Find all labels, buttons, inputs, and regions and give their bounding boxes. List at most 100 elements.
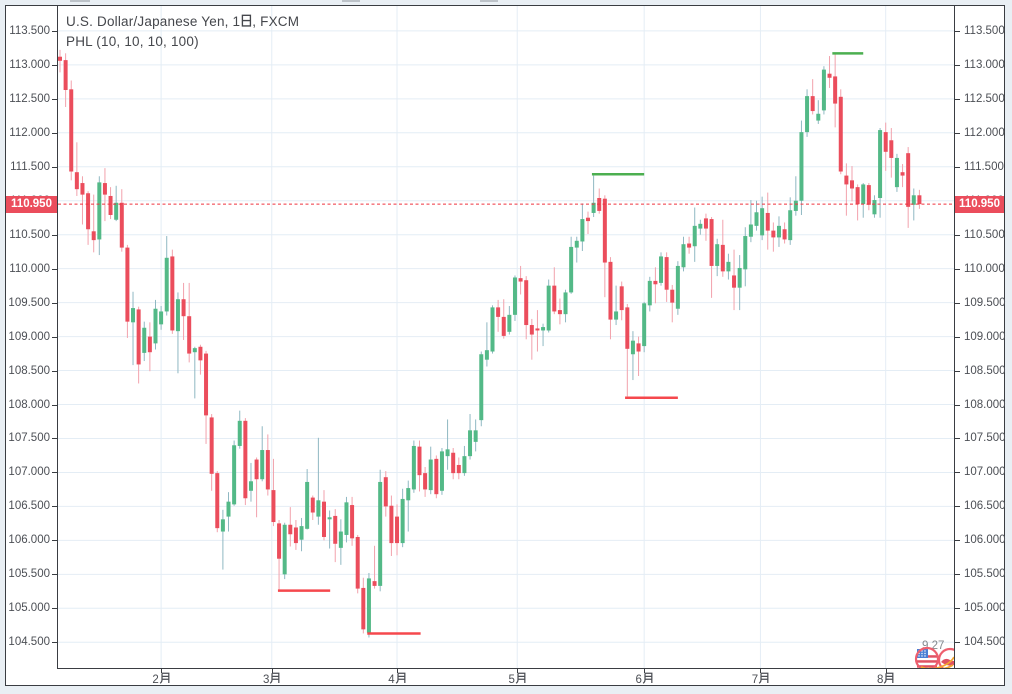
kanji-month-glyph — [395, 672, 406, 684]
kanji-month-glyph — [515, 672, 526, 684]
y-axis-label: 105.500 — [8, 568, 50, 581]
x-axis-label: 7 — [740, 672, 780, 686]
y-axis-label: 106.000 — [8, 534, 50, 547]
y-axis-tick — [955, 336, 960, 338]
time-axis-line — [57, 668, 1004, 669]
y-axis-tick — [955, 166, 960, 168]
y-axis-tick — [52, 234, 57, 236]
y-axis-tick — [955, 268, 960, 270]
y-axis-tick — [955, 132, 960, 134]
y-axis-label: 113.000 — [964, 58, 1005, 71]
y-axis-label: 111.500 — [964, 160, 1004, 173]
candlestick-chart[interactable] — [58, 6, 954, 668]
y-axis-label: 112.500 — [964, 92, 1005, 105]
y-axis-tick — [52, 166, 57, 168]
y-axis-tick — [52, 30, 57, 32]
y-axis-tick — [52, 64, 57, 66]
y-axis-tick — [955, 370, 960, 372]
y-axis-tick — [955, 472, 960, 474]
y-axis-label: 113.500 — [9, 24, 50, 37]
x-axis-tick — [517, 668, 519, 673]
y-axis-label: 105.000 — [964, 602, 1006, 615]
y-axis-tick — [52, 608, 57, 610]
y-axis-tick — [955, 302, 960, 304]
y-axis-label: 110.500 — [9, 228, 50, 241]
y-axis-tick — [52, 506, 57, 508]
y-axis-tick — [955, 608, 960, 610]
y-axis-label: 106.500 — [8, 500, 50, 513]
y-axis-tick — [52, 438, 57, 440]
indicator-label: PHL (10, 10, 10, 100) — [66, 34, 199, 49]
chart-title: U.S. Dollar/Japanese Yen, 1, FXCM — [66, 14, 300, 29]
y-axis-tick — [52, 574, 57, 576]
right-price-axis-line — [954, 6, 955, 668]
x-axis-label: 6 — [624, 672, 664, 686]
x-axis-label: 3 — [252, 672, 292, 686]
y-axis-label: 107.000 — [964, 466, 1006, 479]
chart-panel — [5, 5, 1005, 686]
x-axis-tick — [397, 668, 399, 673]
y-axis-tick — [52, 642, 57, 644]
x-axis-label: 5 — [497, 672, 537, 686]
y-axis-label: 109.500 — [8, 296, 50, 309]
y-axis-tick — [52, 268, 57, 270]
current-price-label-right: 110.950 — [955, 196, 1004, 213]
swoosh-icon — [920, 656, 954, 668]
y-axis-label: 108.000 — [964, 398, 1006, 411]
current-price-label-left: 110.950 — [6, 196, 57, 213]
y-axis-tick — [52, 302, 57, 304]
y-axis-tick — [52, 472, 57, 474]
x-axis-label: 8 — [866, 672, 906, 686]
y-axis-label: 111.500 — [10, 160, 50, 173]
cropped-text-artifact — [342, 0, 360, 2]
y-axis-label: 107.500 — [964, 432, 1006, 445]
y-axis-label: 112.000 — [964, 126, 1005, 139]
candles — [58, 49, 922, 638]
y-axis-tick — [52, 98, 57, 100]
y-axis-tick — [955, 574, 960, 576]
y-axis-label: 106.500 — [964, 500, 1006, 513]
usa-flag-icon — [914, 646, 940, 668]
kanji-month-glyph — [270, 672, 280, 684]
y-axis-tick — [52, 540, 57, 542]
y-axis-label: 108.000 — [8, 398, 50, 411]
japan-flag-icon — [937, 647, 954, 668]
y-axis-label: 109.000 — [8, 330, 50, 343]
y-axis-label: 110.000 — [964, 262, 1005, 275]
y-axis-tick — [955, 64, 960, 66]
x-axis-tick — [760, 668, 762, 673]
y-axis-label: 104.500 — [964, 636, 1006, 649]
y-axis-label: 105.500 — [964, 568, 1006, 581]
gridlines — [58, 6, 954, 668]
y-axis-label: 110.000 — [9, 262, 50, 275]
y-axis-label: 107.000 — [8, 466, 50, 479]
y-axis-label: 113.500 — [964, 24, 1005, 37]
kanji-month-glyph — [642, 672, 653, 684]
y-axis-label: 112.000 — [9, 126, 50, 139]
y-axis-label: 105.000 — [8, 602, 50, 615]
y-axis-label: 109.000 — [964, 330, 1006, 343]
y-axis-tick — [955, 404, 960, 406]
y-axis-label: 108.500 — [964, 364, 1006, 377]
kanji-month-glyph — [159, 672, 170, 684]
y-axis-label: 110.500 — [964, 228, 1005, 241]
kanji-month-glyph — [758, 672, 769, 684]
y-axis-tick — [955, 98, 960, 100]
y-axis-tick — [955, 642, 960, 644]
y-axis-tick — [52, 404, 57, 406]
cropped-text-artifact — [70, 0, 90, 2]
x-axis-tick — [271, 668, 273, 673]
x-axis-label: 2 — [141, 672, 181, 686]
chart-legend[interactable]: U.S. Dollar/Japanese Yen, 1, FXCM PHL (1… — [66, 12, 299, 52]
broker-logo-watermark: 9 27 — [903, 638, 954, 668]
y-axis-label: 112.500 — [9, 92, 50, 105]
y-axis-tick — [955, 438, 960, 440]
y-axis-tick — [955, 234, 960, 236]
y-axis-label: 109.500 — [964, 296, 1006, 309]
y-axis-tick — [955, 30, 960, 32]
x-axis-tick — [161, 668, 163, 673]
y-axis-tick — [955, 506, 960, 508]
y-axis-tick — [52, 336, 57, 338]
kanji-month-glyph — [884, 672, 894, 684]
